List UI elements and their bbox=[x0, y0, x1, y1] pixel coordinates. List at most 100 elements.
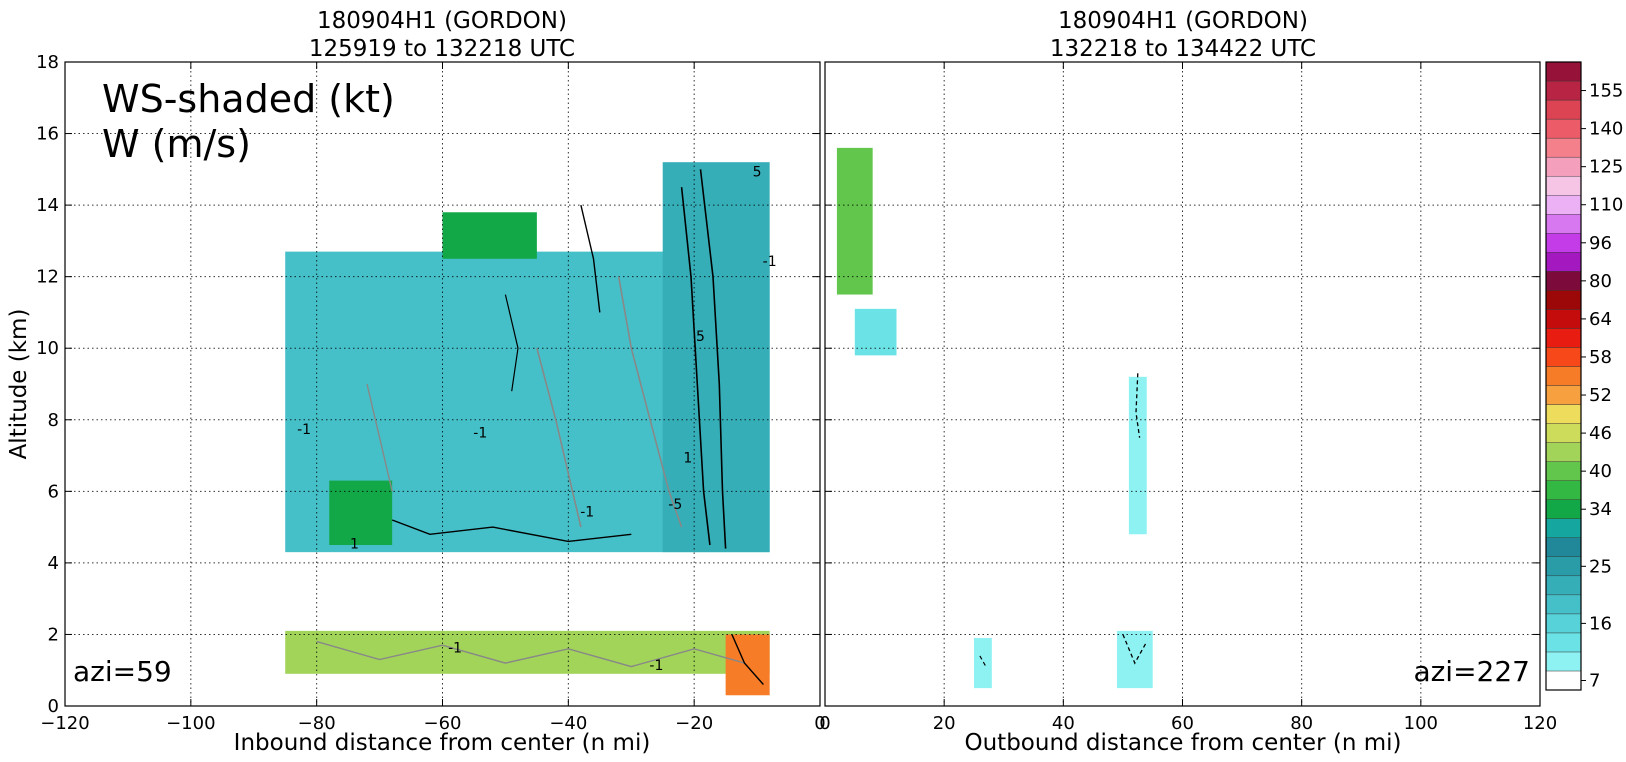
x-tick-label: 40 bbox=[1052, 713, 1075, 734]
right-x-axis-label: Outbound distance from center (n mi) bbox=[965, 730, 1402, 756]
colorbar-swatch bbox=[1545, 366, 1582, 386]
w-contour-line bbox=[979, 655, 987, 667]
x-tick-label: 0 bbox=[814, 713, 825, 734]
colorbar-tick-label: 25 bbox=[1589, 556, 1612, 577]
shaded-region bbox=[725, 634, 770, 696]
left-gridlines bbox=[65, 62, 820, 706]
y-tick-label: 14 bbox=[36, 195, 59, 216]
colorbar-swatch bbox=[1545, 442, 1582, 462]
colorbar-tick-label: 58 bbox=[1589, 347, 1612, 368]
colorbar-tick-label: 40 bbox=[1589, 461, 1612, 482]
colorbar-tick-label: 16 bbox=[1589, 613, 1612, 634]
y-tick-label: 6 bbox=[48, 481, 59, 502]
contour-label: 1 bbox=[350, 537, 359, 553]
colorbar-tick-label: 125 bbox=[1589, 157, 1623, 178]
contour-label: -1 bbox=[763, 254, 777, 270]
contour-label: 5 bbox=[753, 164, 762, 180]
right-plot-area bbox=[825, 62, 1540, 706]
shaded-region bbox=[442, 212, 537, 259]
colorbar-swatch bbox=[1545, 80, 1582, 101]
left-x-axis-label: Inbound distance from center (n mi) bbox=[234, 730, 651, 756]
y-tick-label: 2 bbox=[48, 624, 59, 645]
w-contour-line bbox=[1122, 634, 1148, 665]
left-ticks: −120 −100 −80 −60 −40 −20 0 0 2 4 6 8 10 12 14 16 18 bbox=[36, 52, 826, 734]
left-shading bbox=[285, 162, 770, 696]
left-contours: -1 1 -1 -1 -5 5 1 5 -1 -1 -1 bbox=[297, 164, 777, 685]
x-tick-label: 120 bbox=[1523, 713, 1557, 734]
colorbar-swatch bbox=[1545, 271, 1582, 291]
w-contour-line bbox=[1135, 373, 1141, 438]
shaded-region bbox=[662, 162, 770, 553]
colorbar-swatch bbox=[1545, 309, 1582, 329]
colorbar-swatch bbox=[1545, 233, 1582, 253]
colorbar-swatch bbox=[1545, 461, 1582, 481]
y-tick-label: 18 bbox=[36, 52, 59, 73]
colorbar-swatch bbox=[1545, 537, 1582, 557]
y-tick-label: 8 bbox=[48, 410, 59, 431]
contour-label: -1 bbox=[297, 422, 311, 438]
right-shading bbox=[836, 147, 1153, 689]
colorbar-frame bbox=[1545, 61, 1582, 691]
w-contour-line bbox=[699, 169, 727, 549]
contour-label: 1 bbox=[683, 451, 692, 467]
right-contours bbox=[979, 373, 1148, 667]
colorbar-tick-label: 64 bbox=[1589, 309, 1612, 330]
colorbar-swatch bbox=[1545, 594, 1582, 615]
colorbar-tick-label: 155 bbox=[1589, 81, 1623, 102]
right-panel: 0 20 40 60 80 100 120 180904H1 (GORDON) 132218… bbox=[819, 8, 1557, 756]
x-tick-label: −60 bbox=[424, 713, 462, 734]
contour-label: -1 bbox=[473, 426, 487, 442]
x-tick-label: −20 bbox=[675, 713, 713, 734]
w-contour-line bbox=[391, 519, 632, 543]
right-title: 180904H1 (GORDON) bbox=[1058, 8, 1308, 34]
x-tick-label: 0 bbox=[819, 713, 830, 734]
shaded-region bbox=[329, 480, 393, 545]
w-contour-line-gray bbox=[617, 276, 683, 528]
colorbar-swatch bbox=[1545, 137, 1582, 158]
shaded-region bbox=[973, 638, 992, 689]
x-tick-label: 20 bbox=[933, 713, 956, 734]
colorbar-swatch bbox=[1545, 518, 1582, 538]
x-tick-label: 100 bbox=[1404, 713, 1438, 734]
contour-label: -1 bbox=[448, 640, 462, 656]
contour-label: -1 bbox=[580, 504, 594, 520]
contour-label: 5 bbox=[696, 329, 705, 345]
colorbar-swatch bbox=[1545, 499, 1582, 519]
left-legend-line2: W (m/s) bbox=[102, 122, 251, 166]
colorbar-swatch bbox=[1545, 670, 1582, 691]
w-contour-line-gray bbox=[316, 640, 745, 668]
left-y-axis-label: Altitude (km) bbox=[6, 309, 32, 460]
colorbar-tick-label: 46 bbox=[1589, 423, 1612, 444]
colorbar-swatch bbox=[1545, 347, 1582, 367]
colorbar-swatch bbox=[1545, 404, 1582, 424]
colorbar-swatch bbox=[1545, 214, 1582, 234]
right-gridlines bbox=[825, 62, 1540, 706]
left-legend-line1: WS-shaded (kt) bbox=[102, 77, 395, 121]
colorbar-tick-label: 110 bbox=[1589, 195, 1623, 216]
shaded-region bbox=[854, 308, 897, 356]
colorbar-swatch bbox=[1545, 118, 1582, 139]
colorbar-swatch bbox=[1545, 423, 1582, 443]
x-tick-label: −40 bbox=[549, 713, 587, 734]
x-tick-label: −80 bbox=[298, 713, 336, 734]
colorbar-swatch bbox=[1545, 252, 1582, 272]
contour-label: -1 bbox=[649, 658, 663, 674]
colorbar-swatch bbox=[1545, 99, 1582, 120]
w-contour-line-gray bbox=[536, 347, 582, 528]
colorbar-tick-label: 52 bbox=[1589, 385, 1612, 406]
colorbar-swatch bbox=[1545, 290, 1582, 310]
shaded-region bbox=[1128, 376, 1147, 535]
colorbar-swatch bbox=[1545, 195, 1582, 215]
colorbar-swatch bbox=[1545, 385, 1582, 405]
w-contour-line-gray bbox=[366, 383, 393, 492]
colorbar-swatch bbox=[1545, 613, 1582, 634]
left-panel: -1 1 -1 -1 -5 5 1 5 -1 -1 -1 −120 −100 −80 −60 −40 −20 0… bbox=[6, 8, 826, 756]
x-tick-label: 80 bbox=[1290, 713, 1313, 734]
w-contour-line bbox=[504, 294, 519, 392]
shaded-region bbox=[836, 147, 873, 295]
colorbar-tick-label: 80 bbox=[1589, 271, 1612, 292]
colorbar-tick-label: 7 bbox=[1589, 670, 1600, 691]
colorbar-tick-label: 34 bbox=[1589, 499, 1612, 520]
x-tick-label: 60 bbox=[1171, 713, 1194, 734]
